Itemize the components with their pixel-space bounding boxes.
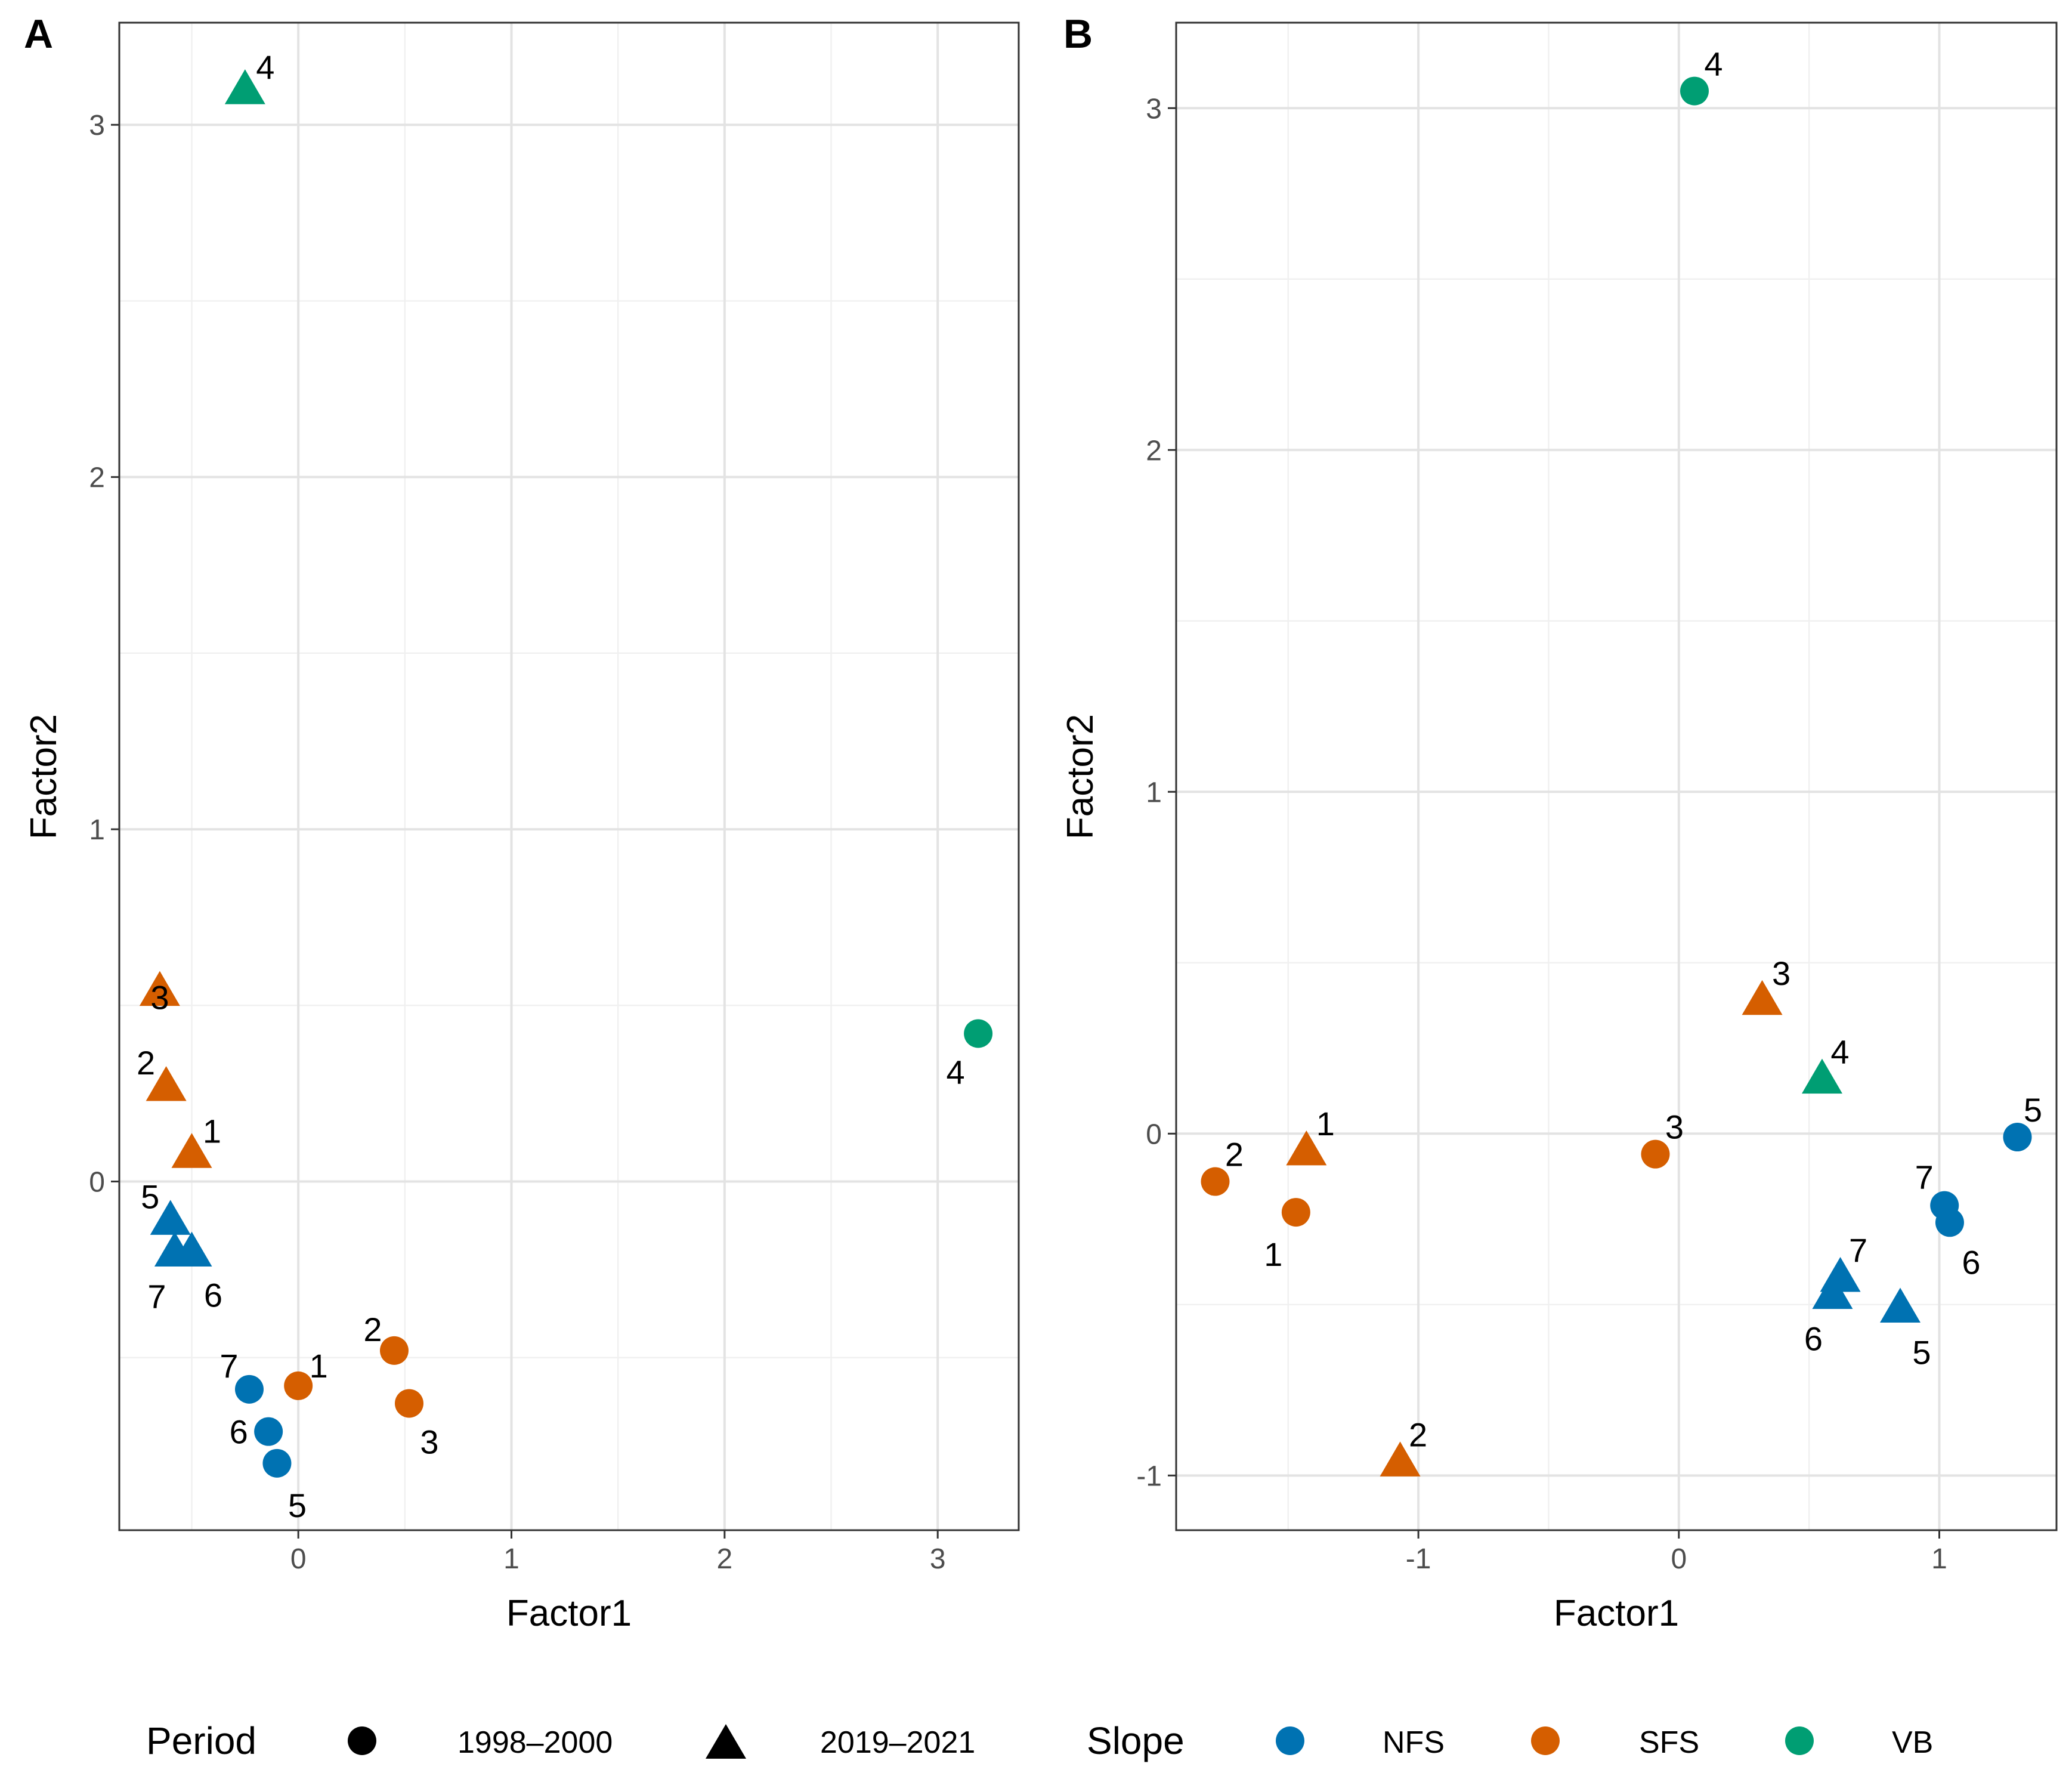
point-vb-4-2019-triangle [1801,1058,1842,1094]
point-sfs-1-2019-label: 1 [1316,1105,1335,1142]
point-sfs-3-2019-triangle [139,971,180,1006]
y-tick-label: 3 [1146,93,1162,125]
point-sfs-3-2019-label: 3 [150,979,169,1017]
point-sfs-1-1998-circle [284,1371,313,1400]
panel-b-points: 1 2 3 4 5 6 7 1 2 3 4 5 6 7 [1201,45,2042,1477]
point-nfs-6-2019-label: 6 [1804,1320,1823,1358]
point-sfs-2-1998-circle [379,1336,409,1365]
legend-period-triangle-key [706,1724,746,1759]
point-sfs-2-2019-label: 2 [137,1044,155,1082]
x-tick-label: 0 [1671,1543,1687,1575]
y-tick-label: 1 [89,814,105,846]
point-nfs-5-1998-circle [2003,1123,2032,1152]
y-tick-label: 2 [1146,435,1162,467]
point-sfs-2-1998-circle [1201,1167,1230,1196]
point-vb-4-2019-label: 4 [1830,1033,1849,1071]
legend-slope-sfs-key [1531,1726,1560,1755]
point-vb-4-1998-label: 4 [947,1054,965,1091]
y-tick-label: 3 [89,110,105,141]
legend-period-label-2: 2019–2021 [820,1725,975,1760]
point-sfs-1-2019-triangle [171,1133,212,1168]
point-vb-4-1998-circle [1680,76,1709,106]
point-nfs-7-2019-label: 7 [1849,1231,1867,1269]
point-nfs-5-2019-label: 5 [1912,1334,1931,1372]
point-vb-4-2019-label: 4 [256,48,274,86]
point-sfs-3-1998-circle [1641,1139,1670,1169]
point-nfs-7-1998-circle [1930,1191,1959,1220]
legend-period-label-1: 1998–2000 [457,1725,613,1760]
point-sfs-3-1998-circle [394,1389,423,1418]
point-sfs-2-2019-label: 2 [1409,1416,1427,1453]
panel-a-y-axis-title: Factor2 [23,714,64,839]
x-tick-label: -1 [1406,1543,1431,1575]
y-tick-label: 1 [1146,777,1162,808]
legend-slope-label-nfs: NFS [1383,1725,1445,1760]
point-sfs-2-2019-triangle [146,1066,187,1101]
point-sfs-1-1998-label: 1 [1264,1235,1282,1273]
y-tick-label: 0 [1146,1119,1162,1150]
point-sfs-1-2019-triangle [1286,1130,1327,1166]
x-tick-label: 0 [290,1543,307,1575]
panel-a-letter: A [24,11,53,57]
panel-a-grid [119,23,1019,1530]
point-sfs-3-1998-label: 3 [1665,1108,1684,1146]
panel-b-letter: B [1063,11,1093,57]
point-nfs-5-1998-circle [262,1448,292,1478]
point-sfs-3-2019-label: 3 [1772,955,1790,992]
panel-b-grid [1176,23,2056,1530]
point-nfs-6-1998-label: 6 [1962,1243,1980,1281]
x-tick-label: 2 [717,1543,733,1575]
y-tick-label: 0 [89,1166,105,1198]
panel-a-x-axis-title: Factor1 [506,1593,632,1634]
x-tick-label: 3 [930,1543,946,1575]
point-sfs-1-1998-circle [1281,1198,1310,1227]
legend-slope-label-vb: VB [1892,1725,1933,1760]
point-nfs-6-1998-circle [254,1417,283,1446]
legend-slope-nfs-key [1276,1726,1304,1755]
point-sfs-1-2019-label: 1 [203,1112,221,1150]
point-nfs-5-1998-label: 5 [2024,1091,2042,1129]
panel-b-y-axis-title: Factor2 [1060,714,1101,839]
point-nfs-5-1998-label: 5 [288,1487,307,1524]
point-sfs-3-1998-label: 3 [420,1423,438,1460]
point-nfs-7-2019-triangle [1820,1256,1861,1292]
point-vb-4-1998-label: 4 [1704,45,1722,83]
point-sfs-2-1998-label: 2 [1225,1136,1244,1173]
panel-b: B 1 2 3 4 5 6 7 1 2 3 4 5 6 7 -1 0 1 -1 0 1 2 3 Factor1 Fact… [1060,11,2058,1634]
panel-b-border [1175,21,2058,1531]
point-nfs-7-2019-triangle [154,1231,195,1267]
x-tick-label: 1 [503,1543,519,1575]
point-nfs-7-1998-label: 7 [219,1347,238,1385]
y-tick-label: 2 [89,462,105,494]
point-nfs-6-2019-label: 6 [204,1277,222,1314]
panel-a-border [118,21,1020,1531]
point-nfs-5-2019-label: 5 [141,1178,159,1215]
legend-slope-label-sfs: SFS [1639,1725,1699,1760]
point-sfs-1-1998-label: 1 [310,1347,328,1385]
legend-slope-title: Slope [1087,1719,1185,1762]
y-tick-label: -1 [1136,1460,1162,1492]
panel-b-axes: -1 0 1 -1 0 1 2 3 [1136,93,1947,1575]
legend: Period 1998–2000 2019–2021 Slope NFS SFS… [146,1719,1933,1762]
point-sfs-3-2019-triangle [1742,980,1783,1015]
point-nfs-7-1998-circle [234,1374,264,1404]
legend-period-title: Period [146,1719,256,1762]
legend-period-circle-key [348,1726,376,1755]
legend-slope-vb-key [1785,1726,1814,1755]
panel-b-x-axis-title: Factor1 [1554,1593,1679,1634]
point-sfs-2-2019-triangle [1380,1441,1421,1477]
point-nfs-5-2019-triangle [150,1200,191,1235]
point-nfs-5-2019-triangle [1879,1287,1921,1323]
point-vb-4-2019-triangle [224,69,265,104]
x-tick-label: 1 [1931,1543,1947,1575]
point-nfs-7-1998-label: 7 [1915,1159,1934,1196]
point-sfs-2-1998-label: 2 [363,1311,382,1348]
point-nfs-6-1998-label: 6 [230,1413,248,1451]
point-nfs-7-2019-label: 7 [147,1278,166,1315]
point-vb-4-1998-circle [964,1019,993,1048]
